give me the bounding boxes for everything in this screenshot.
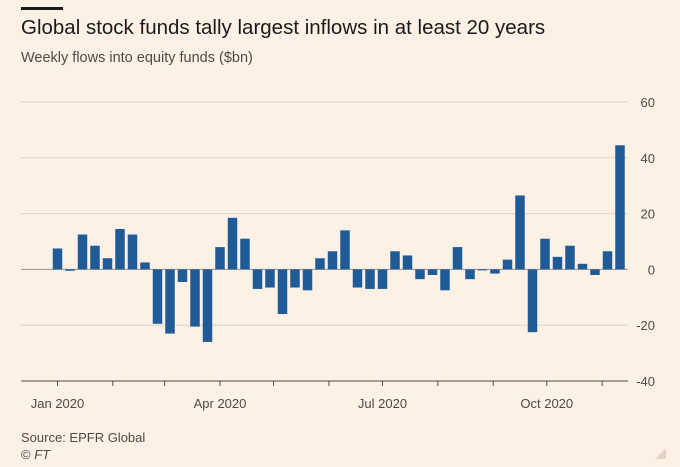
y-tick-label: 60 xyxy=(641,95,655,110)
bar-2020-02-19 xyxy=(140,262,150,270)
bar-2020-04-29 xyxy=(265,269,275,288)
header-rule xyxy=(21,7,63,10)
bar-2020-10-14 xyxy=(565,245,575,270)
bar-2020-11-11 xyxy=(615,145,625,270)
bar-2020-10-21 xyxy=(577,263,588,270)
bar-2020-05-27 xyxy=(315,258,325,270)
bar-2020-07-29 xyxy=(427,269,438,275)
bar-2020-04-22 xyxy=(252,269,263,289)
y-tick-label: -20 xyxy=(636,318,655,333)
bar-2020-04-01 xyxy=(215,247,225,270)
bar-2020-06-17 xyxy=(352,269,363,288)
x-tick-label: Jan 2020 xyxy=(31,396,85,411)
bar-2020-01-08 xyxy=(65,269,75,271)
bar-2020-06-10 xyxy=(340,230,350,270)
bar-2020-05-06 xyxy=(277,269,288,315)
bar-2020-07-08 xyxy=(390,251,400,270)
y-tick-label: 40 xyxy=(641,151,655,166)
bar-2020-09-02 xyxy=(490,269,500,274)
x-tick-label: Oct 2020 xyxy=(520,396,573,411)
grid-lines xyxy=(21,101,628,326)
bar-2020-07-15 xyxy=(402,255,413,270)
source-note: Source: EPFR Global xyxy=(21,430,146,445)
bar-2020-09-30 xyxy=(540,238,550,270)
bar-2020-03-18 xyxy=(190,269,200,327)
bar-2020-08-12 xyxy=(452,247,463,270)
bar-2020-04-08 xyxy=(227,217,238,270)
x-tick-label: Apr 2020 xyxy=(194,396,247,411)
corner-triangle-icon xyxy=(655,448,666,459)
bar-2020-08-05 xyxy=(440,269,450,291)
bar-2020-08-19 xyxy=(465,269,475,280)
x-axis: Jan 2020 Apr 2020 Jul 2020 Oct 2020 xyxy=(21,380,628,411)
bar-2020-07-22 xyxy=(415,269,425,280)
chart-title: Global stock funds tally largest inflows… xyxy=(21,16,546,39)
bar-2020-06-24 xyxy=(365,269,375,289)
bar-2020-10-28 xyxy=(590,269,600,275)
bar-2020-05-20 xyxy=(302,269,313,291)
ft-wordmark: FT xyxy=(34,447,51,462)
bar-2020-02-26 xyxy=(152,269,163,324)
bar-2020-01-29 xyxy=(102,258,113,270)
bar-2020-01-22 xyxy=(90,245,100,270)
bar-2020-01-15 xyxy=(77,234,88,270)
copyright-symbol: © xyxy=(21,447,31,462)
ft-brand: © FT xyxy=(21,447,50,462)
x-tick-label: Jul 2020 xyxy=(358,396,407,411)
y-tick-label: 0 xyxy=(648,262,655,277)
bar-2020-06-03 xyxy=(327,251,338,270)
bar-2020-08-26 xyxy=(477,269,488,271)
bar-2020-02-05 xyxy=(115,228,125,270)
bar-2020-05-13 xyxy=(290,269,300,288)
bar-2020-09-09 xyxy=(502,259,513,270)
y-tick-labels: 60 40 20 0 -20 -40 xyxy=(636,95,655,389)
bar-2020-02-12 xyxy=(127,234,138,270)
bar-2020-01-01 xyxy=(52,248,63,270)
chart-subtitle: Weekly flows into equity funds ($bn) xyxy=(21,50,253,66)
bar-2020-03-11 xyxy=(177,269,188,282)
bars xyxy=(52,145,625,342)
bar-2020-07-01 xyxy=(377,269,388,289)
bar-2020-09-23 xyxy=(527,269,538,333)
bar-2020-03-25 xyxy=(202,269,213,342)
bar-2020-04-15 xyxy=(240,238,250,270)
y-tick-label: -40 xyxy=(636,374,655,389)
bar-2020-11-04 xyxy=(602,251,613,270)
y-tick-label: 20 xyxy=(641,207,655,222)
bar-2020-09-16 xyxy=(515,195,525,270)
bar-2020-03-04 xyxy=(165,269,175,334)
bar-2020-10-07 xyxy=(552,256,563,270)
